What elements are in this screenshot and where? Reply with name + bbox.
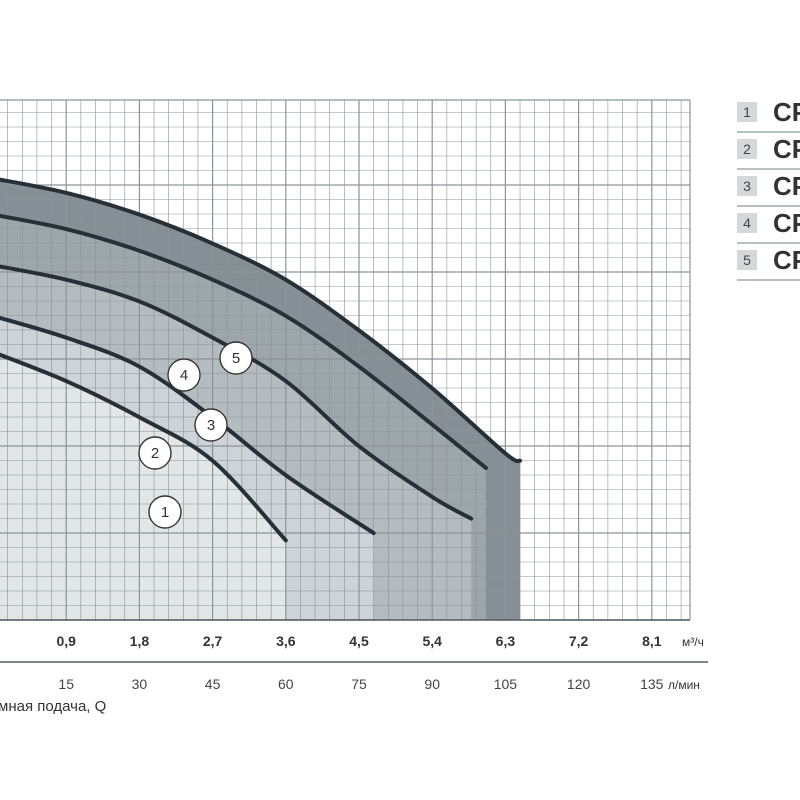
x-tick-m3h: 1,8 [130,633,150,649]
x-tick-lmin: 120 [567,676,591,692]
legend-number: 4 [743,215,751,231]
x-tick-lmin: 60 [278,676,294,692]
x-tick-m3h: 0,9 [56,633,76,649]
legend-number: 3 [743,178,751,194]
curve-marker-2: 2 [138,436,172,470]
marker-circle [138,436,172,470]
marker-label: 4 [180,367,188,384]
legend-box [737,250,757,270]
curve-marker-5: 5 [219,341,253,375]
legend-box [737,102,757,122]
marker-label: 3 [207,417,215,434]
x-tick-lmin: 90 [424,676,440,692]
legend-item-4: 4 CP [737,208,800,244]
x-axis-m3h-ticks: 0,9 1,8 2,7 3,6 4,5 5,4 6,3 7,2 8,1 [56,633,661,649]
marker-label: 5 [232,350,240,367]
marker-circle [167,358,201,392]
marker-label: 2 [151,445,159,462]
x-tick-m3h: 4,5 [349,633,369,649]
legend-number: 2 [743,141,751,157]
x-tick-lmin: 30 [132,676,148,692]
curve-2 [0,315,376,536]
x-tick-lmin: 105 [494,676,518,692]
x-tick-lmin: 75 [351,676,367,692]
curve-markers: 1 2 3 4 5 [138,341,253,529]
marker-circle [194,408,228,442]
legend-box [737,139,757,159]
x-axis-lmin-unit: л/мин [668,678,700,692]
legend-number: 5 [743,252,751,268]
curve-marker-3: 3 [194,408,228,442]
x-tick-m3h: 5,4 [422,633,442,649]
x-axis-label: мная подача, Q [0,698,106,715]
x-tick-lmin: 135 [640,676,664,692]
curve-5 [0,177,523,464]
x-tick-m3h: 8,1 [642,633,662,649]
curve-marker-1: 1 [148,495,182,529]
legend-name: CP [773,134,800,164]
curve-4 [0,213,488,470]
legend-item-1: 1 CP [737,97,800,133]
legend-name: CP [773,245,800,275]
x-axis-lmin-ticks: 15 30 45 60 75 90 105 120 135 [0,661,708,692]
marker-label: 1 [161,504,169,521]
x-tick-m3h: 7,2 [569,633,589,649]
legend-name: CP [773,171,800,201]
curve-marker-4: 4 [167,358,201,392]
legend-name: CP [773,97,800,127]
x-tick-m3h: 6,3 [496,633,516,649]
legend-item-3: 3 CP [737,171,800,207]
legend-name: CP [773,208,800,238]
x-tick-m3h: 2,7 [203,633,223,649]
x-tick-lmin: 45 [205,676,221,692]
legend-item-5: 5 CP [737,245,800,281]
curve-1 [0,352,288,543]
legend-item-2: 2 CP [737,134,800,170]
area-fill-1 [0,354,286,620]
legend: 1 CP 2 CP 3 CP 4 CP 5 CP [737,97,800,281]
chart-grid [0,99,691,621]
x-tick-lmin: 15 [58,676,74,692]
x-axis-m3h-unit: м³/ч [682,635,704,649]
legend-number: 1 [743,104,751,120]
legend-box [737,176,757,196]
marker-circle [148,495,182,529]
legend-box [737,213,757,233]
marker-circle [219,341,253,375]
x-tick-m3h: 3,6 [276,633,296,649]
